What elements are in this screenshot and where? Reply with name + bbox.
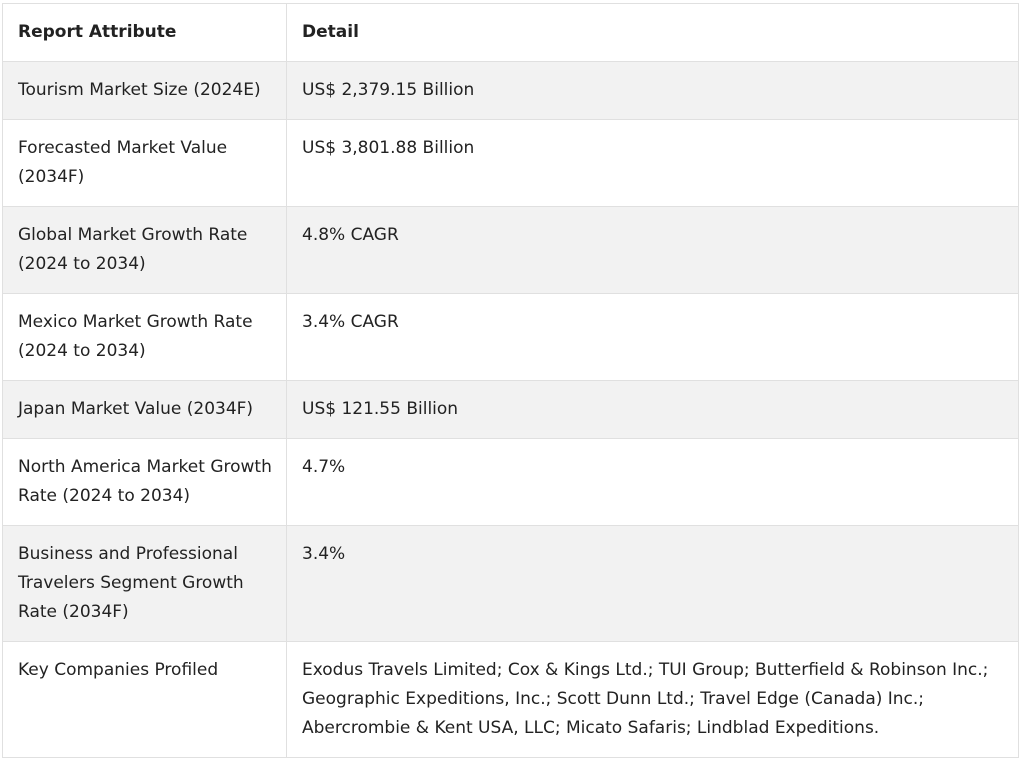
detail-cell: 3.4% CAGR (286, 293, 1019, 381)
attribute-cell: Japan Market Value (2034F) (2, 380, 287, 439)
table-row: Tourism Market Size (2024E) US$ 2,379.15… (2, 61, 1019, 120)
detail-cell: US$ 121.55 Billion (286, 380, 1019, 439)
detail-cell: 3.4% (286, 525, 1019, 642)
attribute-cell: Forecasted Market Value (2034F) (2, 119, 287, 207)
report-attributes-table: Report Attribute Detail Tourism Market S… (2, 3, 1019, 758)
table-row: North America Market Growth Rate (2024 t… (2, 438, 1019, 526)
table-row: Mexico Market Growth Rate (2024 to 2034)… (2, 293, 1019, 381)
attribute-cell: Key Companies Profiled (2, 641, 287, 758)
detail-cell: 4.7% (286, 438, 1019, 526)
table-header-row: Report Attribute Detail (2, 3, 1019, 62)
detail-cell: Exodus Travels Limited; Cox & Kings Ltd.… (286, 641, 1019, 758)
attribute-cell: Business and Professional Travelers Segm… (2, 525, 287, 642)
table-row: Japan Market Value (2034F) US$ 121.55 Bi… (2, 380, 1019, 439)
table-row: Key Companies Profiled Exodus Travels Li… (2, 641, 1019, 758)
attribute-cell: Mexico Market Growth Rate (2024 to 2034) (2, 293, 287, 381)
table-row: Business and Professional Travelers Segm… (2, 525, 1019, 642)
attribute-cell: Global Market Growth Rate (2024 to 2034) (2, 206, 287, 294)
attribute-cell: North America Market Growth Rate (2024 t… (2, 438, 287, 526)
detail-cell: 4.8% CAGR (286, 206, 1019, 294)
column-header-attribute: Report Attribute (2, 3, 287, 62)
table-row: Global Market Growth Rate (2024 to 2034)… (2, 206, 1019, 294)
detail-cell: US$ 3,801.88 Billion (286, 119, 1019, 207)
attribute-cell: Tourism Market Size (2024E) (2, 61, 287, 120)
detail-cell: US$ 2,379.15 Billion (286, 61, 1019, 120)
table-row: Forecasted Market Value (2034F) US$ 3,80… (2, 119, 1019, 207)
column-header-detail: Detail (286, 3, 1019, 62)
